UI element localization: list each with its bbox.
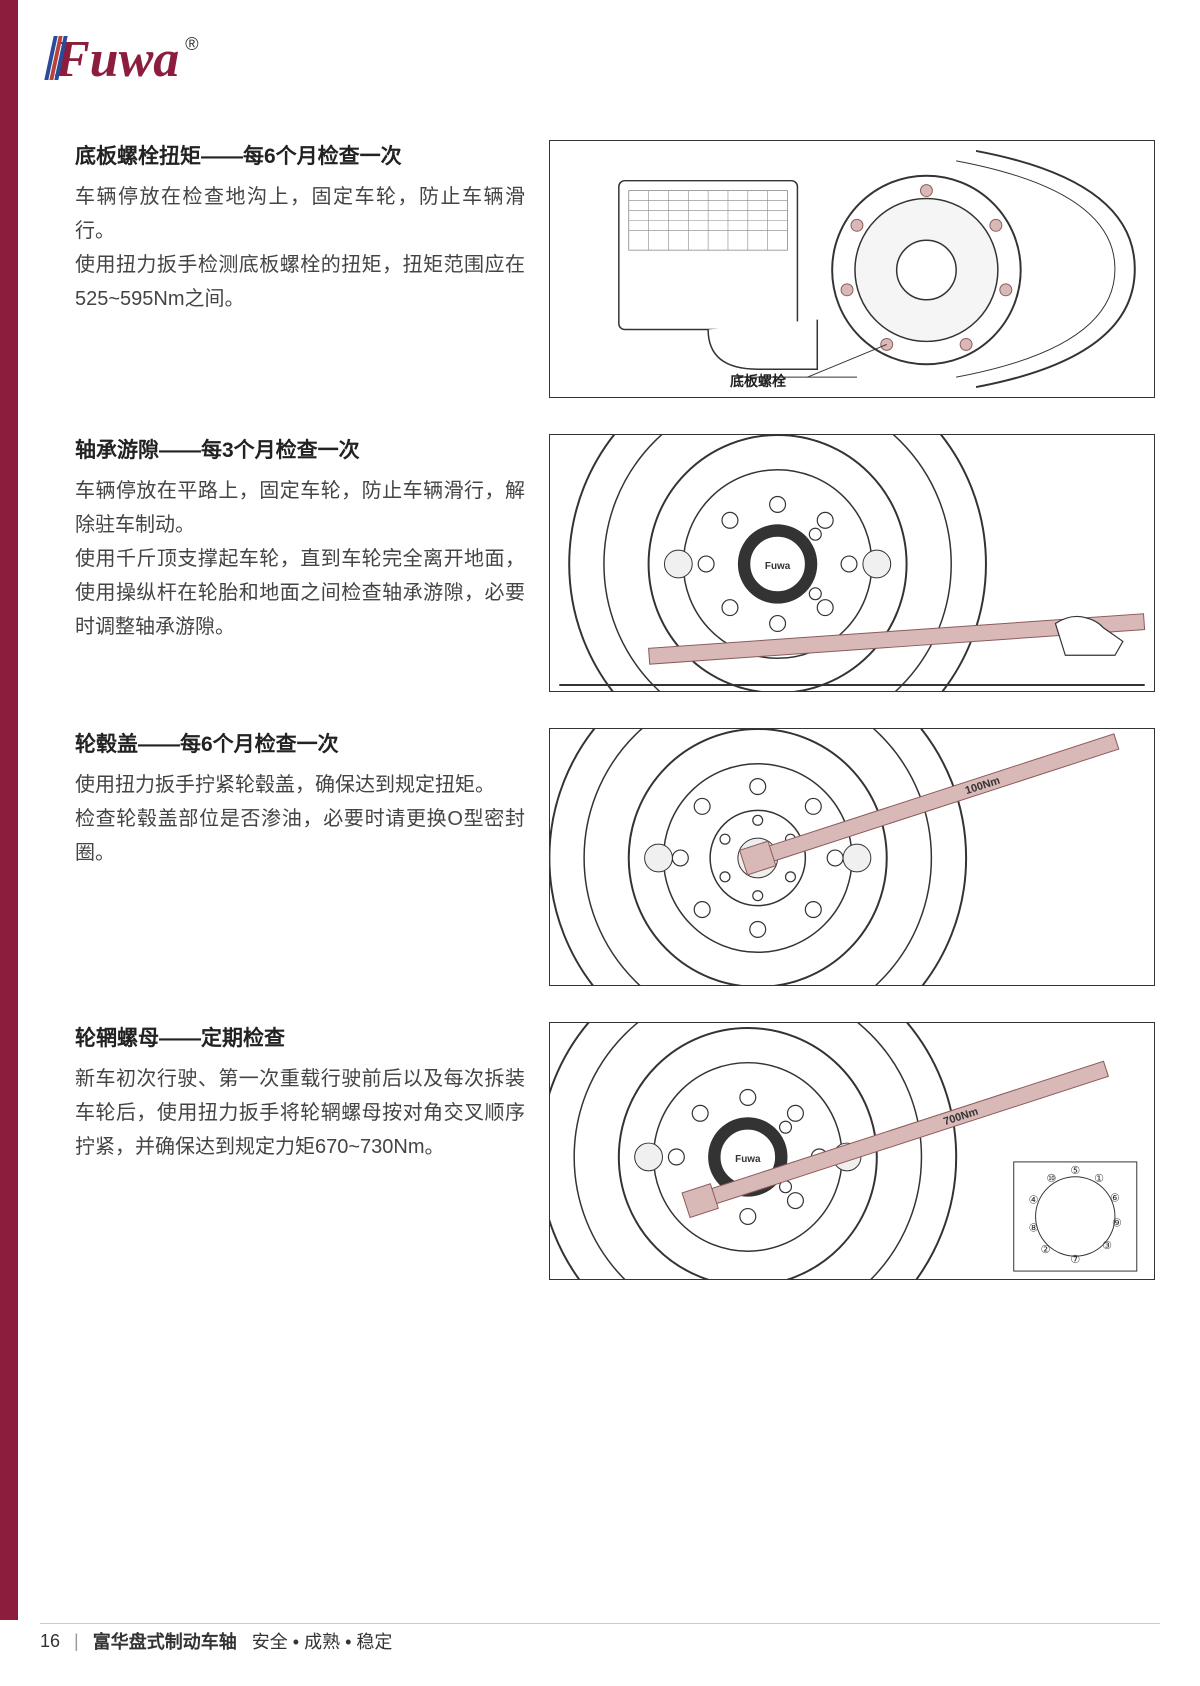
section-hubcap: 轮毂盖——每6个月检查一次 使用扭力扳手拧紧轮毂盖，确保达到规定扭矩。检查轮毂盖… bbox=[75, 728, 1155, 986]
section-body: 车辆停放在平路上，固定车轮，防止车辆滑行，解除驻车制动。使用千斤顶支撑起车轮，直… bbox=[75, 474, 525, 644]
section-bearing-clearance: 轴承游隙——每3个月检查一次 车辆停放在平路上，固定车轮，防止车辆滑行，解除驻车… bbox=[75, 434, 1155, 692]
brand-logo: Fuwa ® bbox=[55, 30, 199, 89]
diagram-hubcap-torque: 100Nm bbox=[549, 728, 1155, 986]
svg-text:⑥: ⑥ bbox=[1110, 1193, 1120, 1205]
logo-text: Fuwa bbox=[55, 30, 179, 89]
registered-mark: ® bbox=[185, 34, 198, 55]
svg-text:⑤: ⑤ bbox=[1070, 1165, 1080, 1177]
svg-text:①: ① bbox=[1094, 1173, 1104, 1185]
page-footer: 16 | 富华盘式制动车轴 安全 • 成熟 • 稳定 bbox=[40, 1628, 392, 1654]
footer-divider bbox=[40, 1623, 1160, 1624]
page-number: 16 bbox=[40, 1631, 60, 1652]
svg-text:Fuwa: Fuwa bbox=[735, 1154, 761, 1165]
diagram-rim-nut-torque: Fuwa 700Nm ⑤①⑥ bbox=[549, 1022, 1155, 1280]
diagram-label: 底板螺栓 bbox=[730, 371, 786, 391]
svg-text:②: ② bbox=[1041, 1244, 1051, 1256]
diagram-brake-assembly: 底板螺栓 bbox=[549, 140, 1155, 398]
section-title: 底板螺栓扭矩——每6个月检查一次 bbox=[75, 140, 525, 170]
section-title: 轴承游隙——每3个月检查一次 bbox=[75, 434, 525, 464]
svg-text:⑩: ⑩ bbox=[1047, 1173, 1057, 1185]
footer-suffix: 安全 • 成熟 • 稳定 bbox=[252, 1632, 393, 1652]
section-body: 使用扭力扳手拧紧轮毂盖，确保达到规定扭矩。检查轮毂盖部位是否渗油，必要时请更换O… bbox=[75, 768, 525, 870]
footer-prefix: 富华盘式制动车轴 bbox=[93, 1632, 237, 1652]
section-body: 新车初次行驶、第一次重载行驶前后以及每次拆装车轮后，使用扭力扳手将轮辋螺母按对角… bbox=[75, 1062, 525, 1164]
svg-text:③: ③ bbox=[1102, 1240, 1112, 1252]
section-bolt-torque: 底板螺栓扭矩——每6个月检查一次 车辆停放在检查地沟上，固定车轮，防止车辆滑行。… bbox=[75, 140, 1155, 398]
hub-brand-text: Fuwa bbox=[765, 561, 791, 572]
svg-text:⑦: ⑦ bbox=[1070, 1254, 1080, 1266]
footer-separator: | bbox=[74, 1631, 79, 1652]
section-title: 轮辋螺母——定期检查 bbox=[75, 1022, 525, 1052]
svg-text:④: ④ bbox=[1029, 1195, 1039, 1207]
svg-text:⑨: ⑨ bbox=[1112, 1217, 1122, 1229]
section-body: 车辆停放在检查地沟上，固定车轮，防止车辆滑行。使用扭力扳手检测底板螺栓的扭矩，扭… bbox=[75, 180, 525, 316]
svg-text:⑧: ⑧ bbox=[1029, 1222, 1039, 1234]
section-rim-nut: 轮辋螺母——定期检查 新车初次行驶、第一次重载行驶前后以及每次拆装车轮后，使用扭… bbox=[75, 1022, 1155, 1280]
section-title: 轮毂盖——每6个月检查一次 bbox=[75, 728, 525, 758]
page-content: 底板螺栓扭矩——每6个月检查一次 车辆停放在检查地沟上，固定车轮，防止车辆滑行。… bbox=[75, 140, 1155, 1316]
diagram-wheel-lever: Fuwa bbox=[549, 434, 1155, 692]
side-accent-bar bbox=[0, 0, 18, 1620]
